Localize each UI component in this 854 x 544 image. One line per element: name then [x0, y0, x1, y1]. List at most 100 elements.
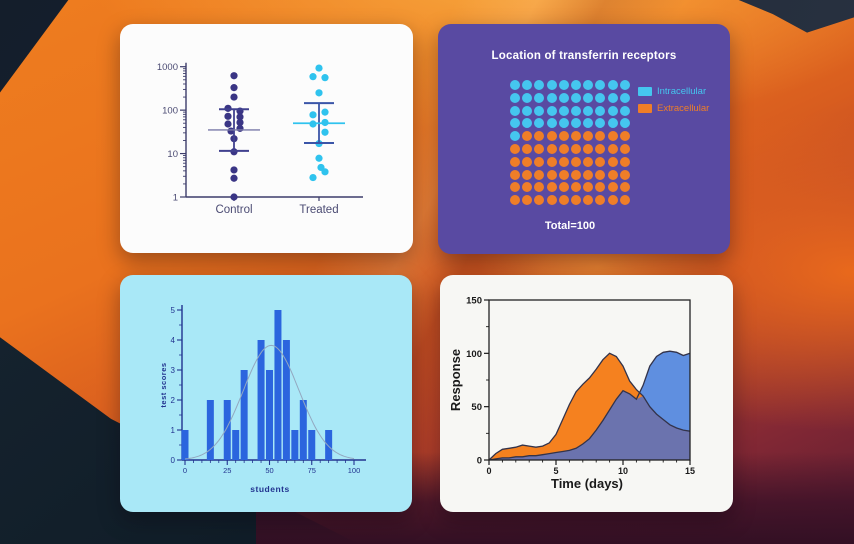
intracellular-dot	[510, 80, 520, 90]
intracellular-dot	[595, 92, 606, 103]
extracellular-dot	[595, 195, 606, 206]
control-data-point	[227, 127, 235, 135]
extracellular-dot	[619, 143, 630, 154]
extracellular-swatch-icon	[638, 104, 652, 113]
intracellular-dot	[619, 118, 630, 129]
intracellular-dot	[510, 118, 520, 129]
intracellular-dot	[558, 118, 569, 129]
legend-item-intracellular: Intracellular	[638, 86, 709, 97]
intracellular-dot	[522, 118, 533, 129]
group-label: Control	[215, 204, 252, 216]
x-tick-label: 15	[685, 466, 695, 476]
y-tick-label: 50	[471, 402, 482, 413]
treated-data-point	[315, 89, 323, 97]
extracellular-dot	[619, 169, 630, 180]
control-data-point	[224, 120, 232, 128]
area-chart: 0 50 100 150 0 5 10 15 Response Time (days)	[448, 296, 695, 492]
treated-data-point	[309, 111, 317, 119]
dotplot-grid	[510, 80, 630, 206]
extracellular-dot	[522, 143, 533, 154]
extracellular-dot	[534, 169, 545, 180]
y-tick-label: 1	[173, 193, 178, 204]
extracellular-dot	[558, 143, 569, 154]
extracellular-dot	[583, 131, 594, 142]
extracellular-dot	[570, 143, 581, 154]
x-tick-label: 25	[223, 466, 231, 475]
extracellular-dot	[595, 169, 606, 180]
intracellular-dot	[522, 92, 533, 103]
panel-dot-pictogram: Location of transferrin receptors Intrac…	[438, 24, 730, 254]
y-axis-label: Response	[448, 349, 463, 411]
extracellular-dot	[595, 182, 606, 193]
extracellular-dot	[595, 143, 606, 154]
gaussian-curve	[184, 344, 355, 460]
extracellular-dot	[510, 169, 520, 180]
x-tick-label: 0	[486, 466, 491, 476]
extracellular-dot	[607, 156, 618, 167]
extracellular-dot	[534, 131, 545, 142]
extracellular-dot	[510, 195, 520, 206]
histogram-bar	[240, 370, 248, 460]
histogram-bar	[308, 430, 316, 460]
y-tick-label: 0	[477, 456, 482, 467]
y-tick-label: 1000	[157, 62, 178, 73]
extracellular-dot	[607, 131, 618, 142]
orange-curve-outline	[488, 352, 691, 461]
control-data-point	[236, 118, 244, 127]
histogram-bar	[206, 400, 214, 460]
overlap-area	[489, 390, 690, 460]
histogram-bar	[266, 370, 273, 460]
histogram-bar	[299, 400, 307, 460]
extracellular-dot	[595, 131, 606, 142]
extracellular-dot	[522, 195, 533, 206]
y-tick-label: 100	[162, 106, 178, 117]
extracellular-dot	[522, 131, 533, 142]
intracellular-dot	[558, 92, 569, 103]
intracellular-dot	[510, 131, 520, 142]
dotplot-total-label: Total=100	[544, 220, 596, 232]
intracellular-dot	[583, 118, 594, 129]
extracellular-dot	[546, 195, 557, 206]
intracellular-swatch-icon	[638, 87, 652, 96]
extracellular-dot	[546, 156, 557, 167]
x-axis-label: students	[250, 484, 289, 494]
control-data-point	[230, 174, 238, 182]
extracellular-dot	[534, 182, 545, 193]
panel-histogram: 0 1 2 3 4 5 0 25 50 75 100 test scores students	[120, 275, 412, 512]
intracellular-dot	[570, 118, 581, 129]
histogram-bar	[291, 430, 299, 460]
y-tick-label: 100	[466, 349, 482, 360]
control-data-point	[230, 193, 238, 201]
control-data-point	[236, 113, 244, 121]
extracellular-dot	[595, 156, 606, 167]
extracellular-dot	[619, 182, 630, 193]
extracellular-dot	[558, 195, 569, 206]
histogram-bar	[274, 310, 282, 460]
panel-area-chart: 0 50 100 150 0 5 10 15 Response Time (days)	[440, 275, 733, 512]
extracellular-dot	[607, 182, 618, 193]
intracellular-dot	[607, 118, 618, 129]
y-tick-label: 1	[171, 426, 176, 435]
intracellular-dot	[570, 92, 581, 103]
intracellular-dot	[510, 92, 520, 103]
y-tick-label: 10	[167, 149, 178, 160]
extracellular-dot	[546, 169, 557, 180]
control-data-point	[236, 124, 244, 132]
y-axis-label: test scores	[159, 362, 168, 407]
extracellular-dot	[607, 195, 618, 206]
legend-item-extracellular: Extracellular	[638, 103, 709, 114]
treated-data-point	[315, 64, 323, 72]
histogram-bar	[257, 340, 265, 460]
x-tick-label: 50	[265, 466, 273, 475]
intracellular-dot	[510, 105, 520, 116]
extracellular-dot	[558, 156, 569, 167]
dotplot-legend: Intracellular Extracellular	[638, 86, 709, 114]
histogram-bar	[232, 430, 240, 460]
control-data-point	[230, 72, 238, 80]
intracellular-dot	[546, 105, 557, 116]
extracellular-dot	[619, 131, 630, 142]
extracellular-dot	[510, 156, 520, 167]
extracellular-dot	[607, 143, 618, 154]
extracellular-dot	[510, 182, 520, 193]
